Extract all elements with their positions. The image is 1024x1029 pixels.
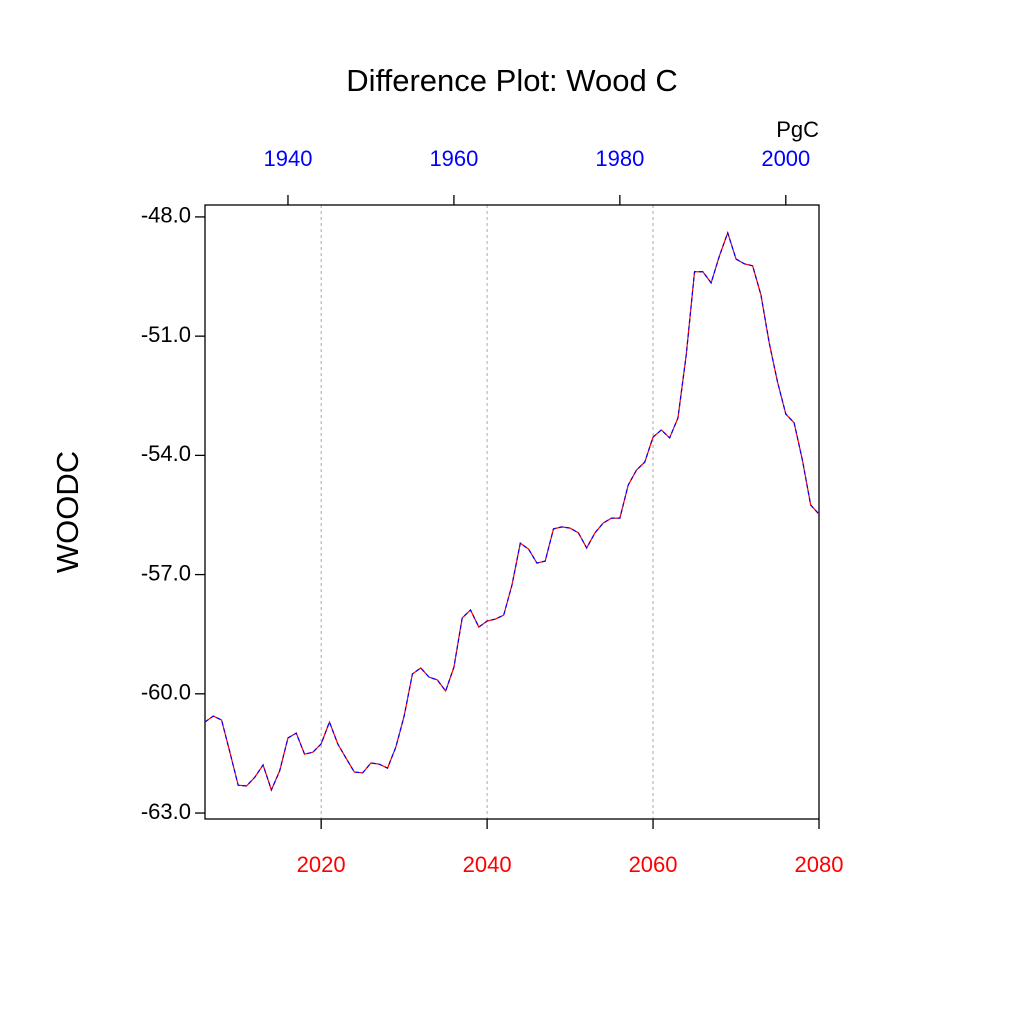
x2-tick-label: 2000 (761, 146, 810, 171)
x2-tick-label: 1940 (263, 146, 312, 171)
x-tick-label: 2080 (795, 852, 844, 877)
x2-tick-label: 1960 (429, 146, 478, 171)
x-tick-label: 2060 (629, 852, 678, 877)
data-line (204, 230, 820, 792)
units-label: PgC (776, 117, 819, 142)
x-tick-label: 2020 (297, 852, 346, 877)
y-tick-label: -48.0 (141, 203, 191, 228)
x2-tick-label: 1980 (595, 146, 644, 171)
plot-frame (204, 204, 820, 820)
y-tick-label: -54.0 (141, 441, 191, 466)
chart-title: Difference Plot: Wood C (346, 63, 677, 98)
y-tick-label: -63.0 (141, 799, 191, 824)
x-tick-label: 2040 (463, 852, 512, 877)
y-axis-label: WOODC (50, 451, 85, 573)
y-tick-label: -51.0 (141, 322, 191, 347)
y-tick-label: -60.0 (141, 680, 191, 705)
y-tick-label: -57.0 (141, 560, 191, 585)
data-line (204, 230, 820, 792)
